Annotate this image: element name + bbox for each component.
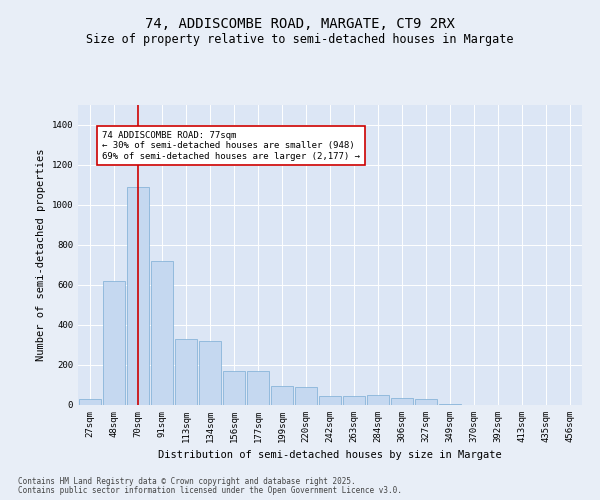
Bar bbox=[247, 371, 269, 405]
Text: Size of property relative to semi-detached houses in Margate: Size of property relative to semi-detach… bbox=[86, 32, 514, 46]
Bar bbox=[295, 387, 317, 405]
Bar bbox=[391, 398, 413, 405]
Bar bbox=[271, 386, 293, 405]
Text: 74 ADDISCOMBE ROAD: 77sqm
← 30% of semi-detached houses are smaller (948)
69% of: 74 ADDISCOMBE ROAD: 77sqm ← 30% of semi-… bbox=[102, 131, 360, 161]
X-axis label: Distribution of semi-detached houses by size in Margate: Distribution of semi-detached houses by … bbox=[158, 450, 502, 460]
Bar bbox=[103, 281, 125, 405]
Bar bbox=[439, 404, 461, 405]
Bar bbox=[343, 396, 365, 405]
Text: 74, ADDISCOMBE ROAD, MARGATE, CT9 2RX: 74, ADDISCOMBE ROAD, MARGATE, CT9 2RX bbox=[145, 18, 455, 32]
Y-axis label: Number of semi-detached properties: Number of semi-detached properties bbox=[36, 149, 46, 361]
Bar bbox=[199, 341, 221, 405]
Text: Contains HM Land Registry data © Crown copyright and database right 2025.: Contains HM Land Registry data © Crown c… bbox=[18, 477, 356, 486]
Bar bbox=[79, 399, 101, 405]
Bar bbox=[367, 395, 389, 405]
Bar bbox=[127, 187, 149, 405]
Bar bbox=[175, 339, 197, 405]
Text: Contains public sector information licensed under the Open Government Licence v3: Contains public sector information licen… bbox=[18, 486, 402, 495]
Bar bbox=[415, 399, 437, 405]
Bar bbox=[319, 396, 341, 405]
Bar bbox=[223, 371, 245, 405]
Bar bbox=[151, 261, 173, 405]
